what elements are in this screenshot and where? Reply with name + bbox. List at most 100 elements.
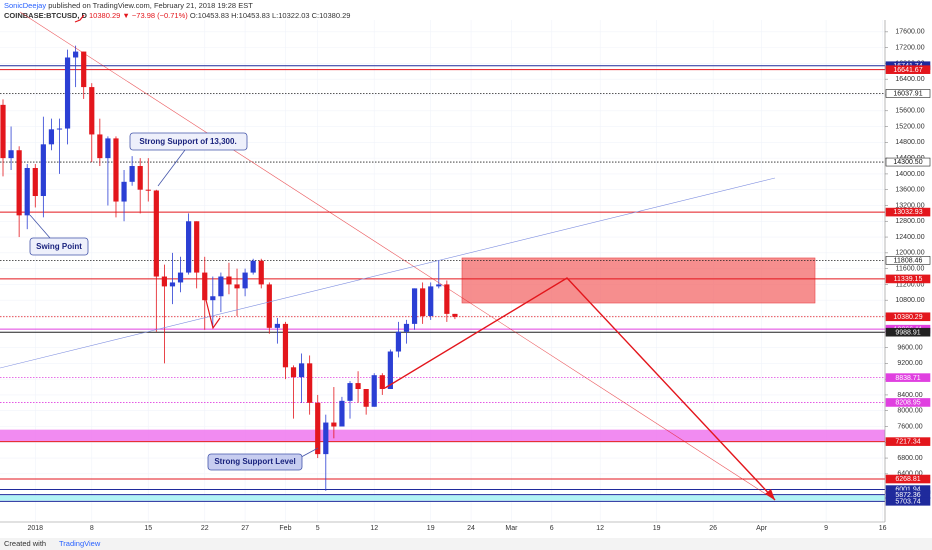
level-label-box [885,497,931,506]
y-tick-label: 15600.00 [895,108,924,115]
x-tick-label: 6 [550,525,554,532]
candle-body [32,167,38,197]
candle-body [210,296,216,301]
x-tick-label: 5 [316,525,320,532]
published: published on TradingView.com, February 2… [48,1,253,10]
drawings: Strong Support of 13,300. Swing Point St… [0,11,776,501]
x-tick-label: Apr [756,525,768,532]
y-tick-label: 11600.00 [896,265,925,272]
x-tick-label: 16 [879,525,887,532]
y-tick-label: 14000.00 [895,171,924,178]
y-tick-label: 9200.00 [897,360,922,367]
candle-body [153,190,159,277]
y-tick-label: 11200.00 [896,281,925,288]
x-tick-label: 22 [201,525,209,532]
candle-body [202,272,208,301]
candle-body [250,260,256,273]
ohlc: O:10453.83 H:10453.83 L:10322.03 C:10380… [190,11,351,20]
candle-body [363,389,369,407]
candle-body [323,422,329,455]
level-label: 5872.36 [895,492,920,499]
footer-created: Created with [4,539,46,548]
footer-bar [0,538,932,550]
candle-body [73,51,79,58]
x-tick-label: 24 [467,525,475,532]
candle-body [339,400,345,427]
y-tick-label: 17600.00 [895,29,924,36]
annotation-box [207,453,303,471]
callout-line [29,214,51,239]
author: SonicDeejay [4,1,46,10]
candle-body [64,57,71,129]
y-tick-label: 12800.00 [895,218,924,225]
candle-body [169,282,176,287]
annotation-box [129,132,248,151]
y-tick-label: 6400.00 [897,471,922,478]
candle-body [8,150,14,159]
y-tick-label: 12400.00 [895,234,924,241]
plot [0,20,885,522]
candle-body [97,134,103,159]
candle-body [40,144,46,197]
y-tick-label: 12000.00 [895,250,924,257]
candle-body [121,181,127,202]
candle-body [0,104,6,159]
annotation-box [29,237,89,256]
candle-body [137,166,143,190]
candle-body [355,383,361,390]
level-label: 14300.50 [893,159,922,166]
x-tick-label: 12 [596,525,604,532]
y-tick-label: 14800.00 [895,139,924,146]
level-label-box [885,373,931,382]
level-label-box [885,65,931,74]
candle-body [298,363,305,378]
candle-body [403,323,410,332]
candle-body [428,286,434,316]
x-tick-label: 26 [709,525,717,532]
annotation: Strong Support of 13,300. [139,137,236,146]
price-axis: 6400.006800.007200.007600.008000.008400.… [885,29,931,506]
level-label-box [885,207,931,217]
level-label: 11339.15 [894,276,923,283]
quote: 10380.29 ▼ −73.98 (−0.71%) [89,11,188,20]
level-label-box [885,312,931,322]
level-label-box [885,157,931,167]
candle-body [379,375,385,390]
level-label: 6268.81 [895,476,920,483]
symbol: COINBASE:BTCUSD, D [4,11,88,20]
y-tick-label: 7600.00 [897,423,922,430]
level-label: 5703.74 [895,498,920,505]
level-label-box [885,474,931,484]
level-label: 8838.71 [895,375,920,382]
level-label-box [885,89,931,98]
candle-body [315,402,321,455]
candle-body [395,331,402,352]
level-label: 13032.93 [893,209,922,216]
x-tick-label: Mar [505,525,518,532]
level-label: 6001.94 [895,487,920,494]
trend-line [0,177,776,369]
zone [0,429,885,442]
candle-body [411,288,418,324]
candle-body [194,221,200,273]
candle-body [145,189,151,191]
y-tick-label: 9600.00 [897,344,922,351]
callout-line [157,149,186,187]
candle-body [177,272,184,283]
header-line-1: SonicDeejay published on TradingView.com… [4,1,253,10]
candle-body [258,260,264,285]
y-tick-label: 13200.00 [895,202,924,209]
projection-arrow [384,277,776,501]
annotation: Swing Point [36,242,82,251]
candle-body [266,284,272,328]
candle-body [307,363,313,403]
candle-body [186,221,192,273]
candle-body [48,129,55,145]
candle-body [129,166,135,182]
candle-body [81,51,87,88]
level-label: 16037.91 [893,91,922,98]
candle-body [105,138,111,159]
candle-body [347,383,353,401]
